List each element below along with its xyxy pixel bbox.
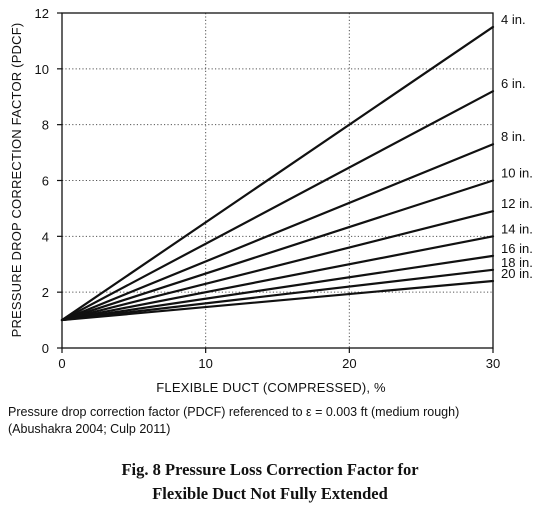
figure-caption: Fig. 8 Pressure Loss Correction Factor f… bbox=[0, 458, 540, 506]
series-label: 8 in. bbox=[501, 129, 526, 144]
tick-marks bbox=[57, 12, 494, 353]
x-tick-label: 10 bbox=[198, 356, 212, 371]
y-tick-label: 6 bbox=[42, 174, 49, 189]
series-line bbox=[60, 235, 495, 322]
series-label: 10 in. bbox=[501, 166, 533, 181]
series-labels: 4 in. 6 in. 8 in. 10 in. 12 in. 14 in. 16 in.1… bbox=[501, 12, 533, 281]
y-tick-label: 12 bbox=[35, 6, 49, 21]
series-line bbox=[60, 210, 495, 322]
series-line bbox=[60, 268, 495, 322]
y-tick-label: 8 bbox=[42, 118, 49, 133]
tick-labels: 0 10 20 30 0 2 4 6 8 10 12 bbox=[35, 6, 501, 371]
series-label: 6 in. bbox=[501, 76, 526, 91]
chart-note: Pressure drop correction factor (PDCF) r… bbox=[8, 404, 538, 438]
caption-line-1: Fig. 8 Pressure Loss Correction Factor f… bbox=[121, 460, 419, 479]
series-line bbox=[60, 143, 495, 322]
x-axis-title: FLEXIBLE DUCT (COMPRESSED), % bbox=[156, 380, 386, 395]
series-label: 4 in. bbox=[501, 12, 526, 27]
series-label: 12 in. bbox=[501, 196, 533, 211]
note-line-2: (Abushakra 2004; Culp 2011) bbox=[8, 422, 171, 436]
series-lines bbox=[60, 25, 495, 322]
grid bbox=[62, 13, 493, 348]
series-label: 16 in. bbox=[501, 241, 533, 256]
series-label: 18 in. bbox=[501, 255, 533, 270]
series-line bbox=[60, 254, 495, 322]
y-axis-title: PRESSURE DROP CORRECTION FACTOR (PDCF) bbox=[9, 23, 24, 338]
note-line-1: Pressure drop correction factor (PDCF) r… bbox=[8, 405, 460, 419]
y-tick-label: 10 bbox=[35, 62, 49, 77]
series-label: 14 in. bbox=[501, 221, 533, 236]
x-tick-label: 30 bbox=[486, 356, 500, 371]
x-tick-label: 20 bbox=[342, 356, 356, 371]
series-line bbox=[60, 179, 495, 322]
x-tick-label: 0 bbox=[58, 356, 65, 371]
series-line bbox=[60, 279, 495, 322]
y-tick-label: 0 bbox=[42, 341, 49, 356]
y-tick-label: 4 bbox=[42, 229, 49, 244]
series-line bbox=[60, 25, 495, 322]
y-tick-label: 2 bbox=[42, 285, 49, 300]
chart: 0 10 20 30 0 2 4 6 8 10 12 4 in. 6 in. 8 in. 10 in. 12… bbox=[9, 6, 533, 395]
series-line bbox=[60, 90, 495, 322]
caption-line-2: Flexible Duct Not Fully Extended bbox=[152, 484, 388, 503]
series-label: 20 in. bbox=[501, 266, 533, 281]
